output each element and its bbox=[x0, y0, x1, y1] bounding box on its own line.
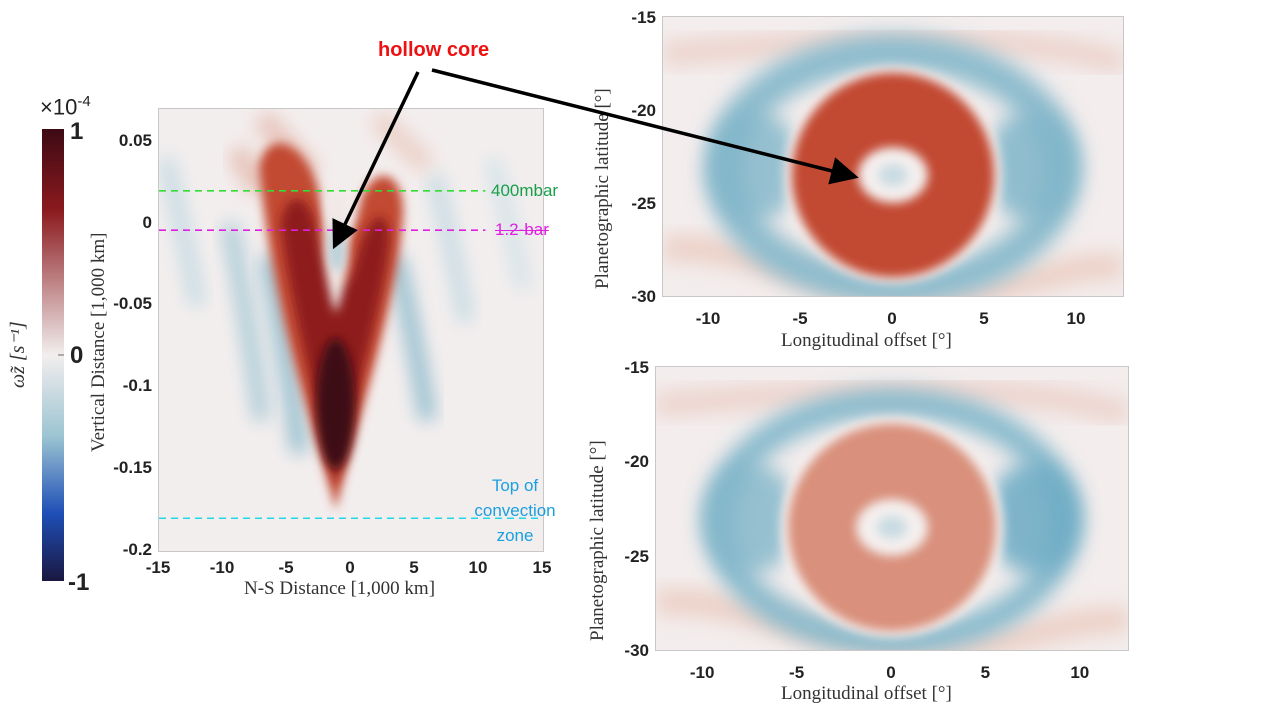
label-1-2bar: 1.2-bar bbox=[495, 220, 549, 239]
bottom-map-plot bbox=[655, 366, 1129, 651]
x-tick-label: 10 bbox=[468, 558, 488, 577]
colorbar-exponent: ×10-4 bbox=[40, 93, 91, 120]
colorbar-exponent-power: -4 bbox=[77, 93, 91, 110]
x-tick-label: 10 bbox=[1066, 309, 1086, 328]
top-map-ylabel: Planetographic latitude [°] bbox=[592, 88, 613, 289]
y-tick-label: -0.15 bbox=[113, 458, 152, 478]
x-tick-label: 0 bbox=[887, 309, 897, 328]
negative-vorticity-streak bbox=[388, 254, 436, 422]
vorticity-peak bbox=[316, 338, 355, 470]
x-tick-label: 15 bbox=[532, 558, 552, 577]
x-tick-label: -5 bbox=[789, 663, 805, 682]
bottom-map-xlabel: Longitudinal offset [°] bbox=[781, 683, 952, 704]
convection-label-line: zone bbox=[496, 526, 534, 545]
top-map-heatmap bbox=[663, 17, 1123, 296]
hollow-core-center bbox=[876, 516, 908, 539]
x-tick-label: -10 bbox=[695, 309, 721, 328]
y-tick-label: -30 bbox=[624, 641, 649, 660]
negative-lobe-right bbox=[986, 461, 1081, 575]
colorbar-label: ω̃z [s⁻¹] bbox=[7, 321, 29, 388]
x-tick-label: -5 bbox=[278, 558, 294, 577]
x-tick-label: -5 bbox=[792, 309, 808, 328]
x-tick-label: 10 bbox=[1070, 663, 1090, 682]
cross-section-xlabel: N-S Distance [1,000 km] bbox=[244, 578, 436, 599]
y-tick-label: -0.05 bbox=[113, 294, 152, 314]
x-tick-label: 5 bbox=[409, 558, 419, 577]
y-tick-label: -30 bbox=[631, 287, 656, 306]
label-400mbar: 400mbar bbox=[491, 181, 559, 200]
colorbar-gradient bbox=[42, 129, 64, 581]
x-tick-label: -10 bbox=[689, 663, 715, 682]
cross-section-heatmap bbox=[159, 109, 543, 551]
label-top-of-convection-zone: Top of convection zone bbox=[460, 473, 570, 548]
y-tick-label: -0.2 bbox=[122, 540, 152, 559]
bottom-map-heatmap bbox=[656, 367, 1128, 650]
hollow-core-label: hollow core bbox=[378, 39, 490, 61]
x-tick-label: 0 bbox=[886, 663, 896, 682]
negative-lobe-right bbox=[985, 110, 1077, 222]
top-map-xlabel: Longitudinal offset [°] bbox=[781, 330, 952, 351]
x-tick-label: 5 bbox=[979, 309, 989, 328]
y-tick-label: -0.1 bbox=[122, 376, 152, 396]
colorbar-tick-max: 1 bbox=[70, 118, 84, 145]
y-tick-label: -15 bbox=[624, 358, 649, 377]
negative-vorticity-streak bbox=[259, 254, 308, 454]
top-map-plot bbox=[662, 16, 1124, 297]
negative-vorticity-streak bbox=[221, 222, 270, 422]
positive-vorticity-wisp bbox=[226, 144, 271, 197]
negative-vorticity-streak bbox=[159, 156, 206, 307]
x-tick-label: -15 bbox=[145, 558, 171, 577]
colorbar-tick-min: -1 bbox=[68, 569, 90, 596]
x-tick-label: 5 bbox=[980, 663, 991, 682]
y-tick-label: 0.05 bbox=[118, 130, 152, 150]
convection-label-line: convection bbox=[474, 501, 556, 520]
y-tick-label: 0 bbox=[142, 212, 152, 232]
bottom-map-ylabel: Planetographic latitude [°] bbox=[587, 440, 608, 641]
colorbar-exponent-base: ×10 bbox=[40, 94, 78, 120]
x-tick-label: 0 bbox=[345, 558, 355, 577]
y-tick-label: -20 bbox=[624, 452, 649, 472]
hollow-core-center bbox=[878, 163, 908, 187]
negative-lobe-left bbox=[703, 461, 798, 575]
convection-label-line: Top of bbox=[491, 476, 539, 495]
cross-section-ylabel: Vertical Distance [1,000 km] bbox=[88, 232, 109, 452]
colorbar-tick-zero: 0 bbox=[70, 342, 84, 369]
cross-section-plot bbox=[158, 108, 544, 552]
hollow-core-center bbox=[328, 224, 345, 273]
colorbar bbox=[42, 129, 64, 581]
x-tick-label: -10 bbox=[209, 558, 235, 577]
y-tick-label: -25 bbox=[631, 194, 656, 213]
y-tick-label: -15 bbox=[631, 8, 656, 27]
y-tick-label: -25 bbox=[624, 546, 649, 566]
